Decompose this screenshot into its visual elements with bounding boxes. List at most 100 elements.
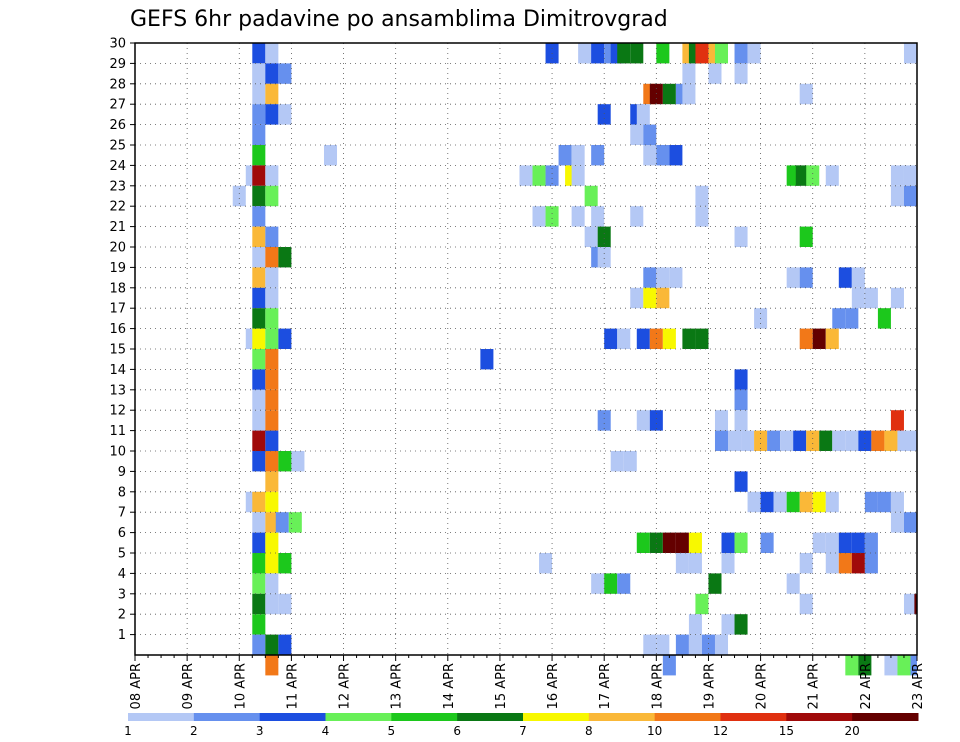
heatmap-cell <box>252 369 266 390</box>
heatmap-cell <box>864 532 878 553</box>
colorbar-segment <box>654 713 721 721</box>
heatmap-cell <box>767 430 781 451</box>
heatmap-cell <box>265 226 279 247</box>
heatmap-cell <box>675 532 689 553</box>
heatmap-cell <box>265 165 279 186</box>
heatmap-cell <box>695 206 709 227</box>
heatmap-cell <box>591 145 605 166</box>
heatmap-cell <box>265 593 279 615</box>
heatmap-cell <box>252 430 266 451</box>
heatmap-cell <box>656 267 670 288</box>
heatmap-cell <box>571 206 585 227</box>
y-tick-label: 20 <box>109 241 126 256</box>
heatmap-cell <box>864 287 878 309</box>
heatmap-cell <box>323 145 338 166</box>
colorbar-segment <box>128 713 195 721</box>
heatmap-cell <box>682 83 696 105</box>
heatmap-cell <box>721 614 735 635</box>
heatmap-cell <box>897 430 911 451</box>
heatmap-cell <box>799 267 813 288</box>
heatmap-cell <box>591 43 605 64</box>
chart-title: GEFS 6hr padavine po ansamblima Dimitrov… <box>130 7 668 32</box>
heatmap-cell <box>871 430 885 451</box>
heatmap-cell <box>265 553 279 574</box>
y-tick-label: 14 <box>109 363 126 378</box>
y-tick-label: 25 <box>109 139 126 154</box>
heatmap-cell <box>591 573 605 594</box>
heatmap-cell <box>799 553 813 574</box>
heatmap-cell <box>252 451 266 472</box>
heatmap-cell <box>903 512 917 533</box>
heatmap-cell <box>890 491 904 513</box>
heatmap-cell <box>675 553 689 574</box>
heatmap-cell <box>838 532 852 553</box>
heatmap-cell <box>812 328 826 349</box>
heatmap-cell <box>278 328 292 349</box>
heatmap-cell <box>643 145 657 166</box>
heatmap-cell <box>682 328 696 349</box>
heatmap-cell <box>734 63 748 84</box>
y-tick-label: 3 <box>118 587 126 602</box>
y-axis: 1234567891011121314151617181920212223242… <box>109 37 135 643</box>
heatmap-cell <box>252 104 266 125</box>
heatmap-cell <box>291 451 305 472</box>
y-tick-label: 2 <box>118 608 126 623</box>
heatmap-cell <box>721 553 735 574</box>
heatmap-cell <box>884 430 898 451</box>
colorbar-segment <box>193 713 261 721</box>
heatmap-cell <box>806 165 820 186</box>
colorbar-label: 12 <box>713 724 728 738</box>
heatmap-cell <box>845 308 859 329</box>
heatmap-cell <box>695 185 709 207</box>
heatmap-cell <box>265 471 279 492</box>
heatmap-cell <box>252 63 266 84</box>
heatmap-cell <box>265 410 279 431</box>
heatmap-cell <box>252 185 266 207</box>
heatmap-cell <box>728 430 742 451</box>
heatmap-cell <box>630 206 644 227</box>
heatmap-cell <box>851 532 865 553</box>
heatmap-cell <box>806 430 820 451</box>
y-tick-label: 8 <box>118 485 126 500</box>
heatmap-cell <box>714 634 729 655</box>
x-tick-label: 21 APR <box>807 663 822 709</box>
heatmap-cell <box>278 634 292 655</box>
heatmap-cell <box>643 267 657 288</box>
y-tick-label: 1 <box>118 628 126 643</box>
heatmap-cell <box>714 43 729 64</box>
y-tick-label: 12 <box>109 404 126 419</box>
heatmap-cell <box>252 226 266 247</box>
heatmap-cell <box>252 634 266 655</box>
y-tick-label: 27 <box>109 98 126 113</box>
heatmap-cell <box>656 634 670 655</box>
colorbar-label: 6 <box>453 724 461 738</box>
heatmap-cell <box>695 593 709 615</box>
heatmap-cell <box>734 614 748 635</box>
heatmap-cell <box>610 451 624 472</box>
x-tick-label: 17 APR <box>598 663 613 709</box>
heatmap-cell <box>265 83 279 105</box>
heatmap-cell <box>265 104 279 125</box>
heatmap-cell <box>747 43 761 64</box>
heatmap-cells <box>232 43 917 676</box>
x-tick-label: 19 APR <box>702 663 717 709</box>
heatmap-cell <box>252 410 266 431</box>
heatmap-cell <box>265 287 279 309</box>
heatmap-cell <box>734 532 748 553</box>
heatmap-cell <box>275 512 289 533</box>
heatmap-cell <box>903 593 917 615</box>
heatmap-cell <box>903 165 917 186</box>
heatmap-cell <box>288 512 302 533</box>
heatmap-cell <box>890 287 904 309</box>
heatmap-cell <box>662 532 676 553</box>
heatmap-cell <box>754 430 768 451</box>
heatmap-cell <box>252 145 266 166</box>
colorbar-segment <box>325 713 392 721</box>
x-tick-label: 12 APR <box>338 663 353 709</box>
heatmap-cell <box>252 349 266 370</box>
heatmap-cell <box>265 308 279 329</box>
heatmap-cell <box>545 206 559 227</box>
heatmap-cell <box>786 573 800 594</box>
heatmap-cell <box>278 104 292 125</box>
heatmap-cell <box>858 430 872 451</box>
